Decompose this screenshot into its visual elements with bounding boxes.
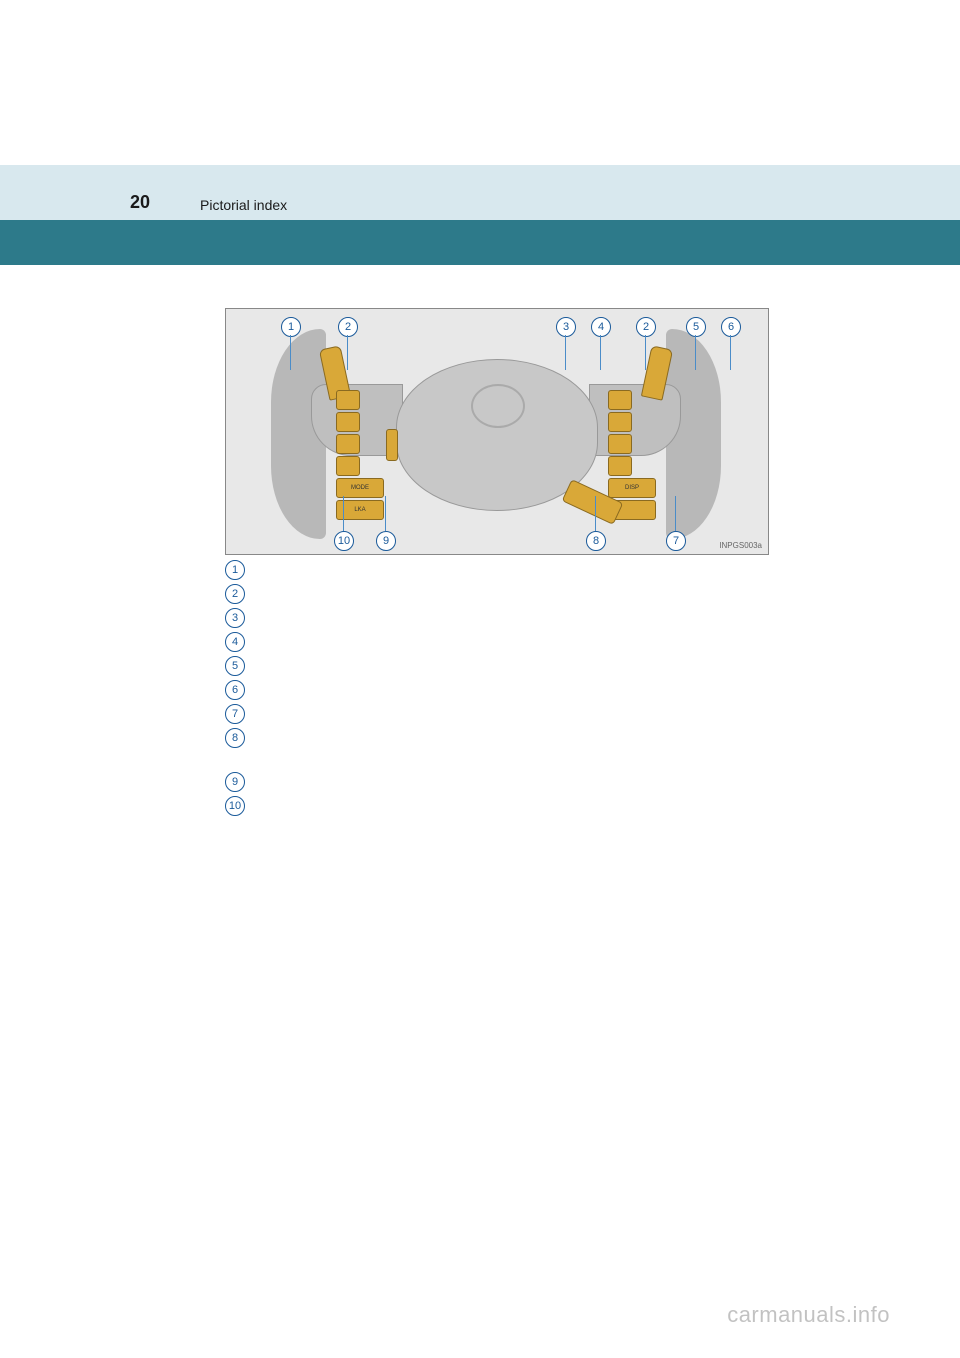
subheader-band xyxy=(0,220,960,265)
disp-button: DISP xyxy=(608,478,656,498)
callout-line xyxy=(595,496,596,531)
list-number-8: 8 xyxy=(225,728,245,748)
audio-vol-up-button xyxy=(336,390,360,410)
callout-line xyxy=(565,335,566,370)
section-title: Pictorial index xyxy=(200,197,287,213)
list-item: 7 xyxy=(225,704,767,724)
image-code: INPGS003a xyxy=(719,541,762,550)
list-item: 3 xyxy=(225,608,767,628)
steering-wheel-diagram: MODE LKA DISP 1 2 34 2 56 10 9 8 7 INPGS003a xyxy=(225,308,769,555)
lexus-logo xyxy=(471,384,525,428)
manual-page: 20 Pictorial index MODE LKA xyxy=(0,0,960,1358)
audio-seek-up-button xyxy=(336,412,360,432)
callout-4: 4 xyxy=(591,317,611,337)
list-number-1: 1 xyxy=(225,560,245,580)
list-number-4: 4 xyxy=(225,632,245,652)
callout-line xyxy=(343,496,344,531)
callout-10: 10 xyxy=(334,531,354,551)
callout-line xyxy=(385,496,386,531)
callout-line xyxy=(695,335,696,370)
list-number-6: 6 xyxy=(225,680,245,700)
callout-line xyxy=(645,335,646,370)
list-number-10: 10 xyxy=(225,796,245,816)
callout-6: 6 xyxy=(721,317,741,337)
talk-switch xyxy=(386,429,398,461)
audio-vol-down-button xyxy=(336,434,360,454)
list-item: 6 xyxy=(225,680,767,700)
list-number-7: 7 xyxy=(225,704,245,724)
list-number-5: 5 xyxy=(225,656,245,676)
audio-seek-down-button xyxy=(336,456,360,476)
callout-5: 5 xyxy=(686,317,706,337)
phone-off-button xyxy=(608,434,632,454)
index-list: 1 2 3 4 5 6 7 8 9 10 xyxy=(225,560,767,820)
callout-2: 2 xyxy=(636,317,656,337)
list-item: 8 xyxy=(225,728,767,748)
callout-7: 7 xyxy=(666,531,686,551)
callout-line xyxy=(290,335,291,370)
watermark: carmanuals.info xyxy=(727,1302,890,1328)
list-item: 2 xyxy=(225,584,767,604)
callout-2: 2 xyxy=(338,317,358,337)
callout-line xyxy=(600,335,601,370)
list-number-2: 2 xyxy=(225,584,245,604)
voice-button xyxy=(608,412,632,432)
list-item: 1 xyxy=(225,560,767,580)
mode-button: MODE xyxy=(336,478,384,498)
callout-line xyxy=(675,496,676,531)
callout-line xyxy=(730,335,731,370)
back-button xyxy=(608,456,632,476)
list-item: 10 xyxy=(225,796,767,816)
callout-9: 9 xyxy=(376,531,396,551)
phone-on-button xyxy=(608,390,632,410)
list-number-9: 9 xyxy=(225,772,245,792)
callout-line xyxy=(347,335,348,370)
steering-wheel: MODE LKA DISP xyxy=(276,329,716,539)
list-item: 9 xyxy=(225,772,767,792)
list-item: 4 xyxy=(225,632,767,652)
callout-8: 8 xyxy=(586,531,606,551)
list-item: 5 xyxy=(225,656,767,676)
page-number: 20 xyxy=(130,192,150,213)
list-number-3: 3 xyxy=(225,608,245,628)
callout-1: 1 xyxy=(281,317,301,337)
callout-3: 3 xyxy=(556,317,576,337)
